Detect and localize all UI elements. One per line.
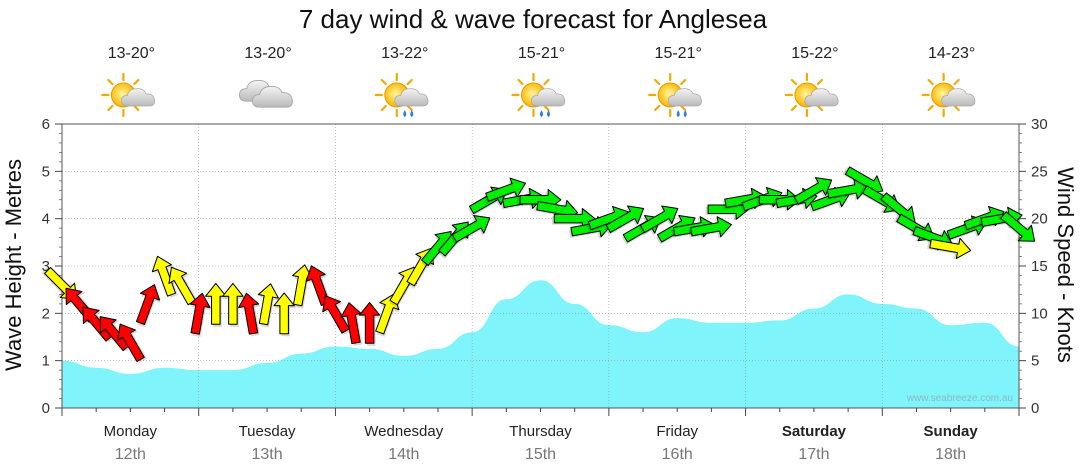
wind-arrow: [792, 177, 833, 207]
x-axis-labels: Monday 12th Tuesday 13th Wednesday 14th Thursd…: [104, 423, 979, 463]
wind-arrow: [117, 323, 147, 363]
sun-cloud-rain-icon: [511, 72, 566, 118]
wind-arrow-body: [151, 255, 177, 297]
weather-row: 13-20° 13-20° 13-22° 15-21° 15-21° 15-22° 14-2…: [101, 45, 976, 118]
wind-arrow-body: [257, 283, 279, 326]
wind-arrow-body: [222, 282, 244, 325]
wind-arrow: [257, 283, 280, 328]
wind-arrow: [189, 292, 212, 337]
temperature-range: 13-20°: [108, 45, 155, 62]
date-label: 18th: [935, 446, 966, 463]
wind-arrow-body: [639, 205, 679, 234]
wave-height-area: [62, 280, 1019, 408]
left-tick-label: 5: [42, 163, 50, 180]
wind-arrow: [375, 293, 400, 337]
wind-arrow: [927, 237, 972, 260]
right-tick-label: 10: [1031, 305, 1048, 322]
date-label: 15th: [525, 446, 556, 463]
wind-arrow-body: [99, 316, 131, 352]
wind-arrow-body: [117, 323, 145, 363]
left-tick-label: 2: [42, 305, 50, 322]
rain-drops: [676, 110, 687, 117]
wind-arrow-body: [273, 292, 295, 335]
axes: 0 1 2 3 4 5 6 0 5 10 15 20 25 30: [42, 116, 1048, 417]
date-label: 13th: [252, 446, 283, 463]
wind-arrow-body: [451, 214, 491, 243]
day-label: Tuesday: [239, 423, 296, 440]
wind-arrow: [638, 205, 679, 236]
wind-arrow-body: [929, 237, 972, 259]
date-label: 14th: [388, 446, 419, 463]
wind-arrow-body: [826, 178, 869, 200]
date-label: 16th: [662, 446, 693, 463]
wind-arrow: [99, 316, 133, 352]
wind-arrow-body: [793, 177, 833, 205]
wind-arrow: [151, 255, 178, 298]
temperature-range: 13-22°: [381, 45, 428, 62]
wind-arrow: [688, 216, 732, 239]
left-tick-label: 3: [42, 258, 50, 275]
sun-cloud-icon: [101, 72, 156, 118]
wind-arrow-body: [690, 216, 732, 238]
wind-arrow-body: [375, 293, 400, 335]
temperature-range: 15-22°: [791, 45, 838, 62]
right-tick-label: 30: [1031, 116, 1048, 133]
wind-arrow-body: [238, 292, 260, 335]
rain-drops: [540, 110, 550, 117]
chart-title: 7 day wind & wave forecast for Anglesea: [299, 4, 768, 34]
wind-arrow-body: [605, 205, 645, 234]
wind-arrow-body: [135, 284, 161, 325]
sun-cloud-icon: [784, 72, 839, 118]
day-label: Thursday: [509, 423, 572, 440]
wind-arrow-body: [82, 306, 114, 342]
wind-arrow-body: [189, 292, 211, 335]
left-axis-title: Wave Height - Metres: [1, 159, 26, 371]
wind-arrow: [273, 292, 297, 337]
date-label: 17th: [798, 446, 829, 463]
left-tick-label: 0: [42, 400, 50, 417]
temperature-range: 15-21°: [655, 45, 702, 62]
right-tick-label: 5: [1031, 353, 1039, 370]
wind-arrows: [41, 166, 1036, 363]
right-tick-label: 0: [1031, 400, 1039, 417]
left-tick-label: 1: [42, 353, 50, 370]
date-label: 12th: [115, 446, 146, 463]
temperature-range: 15-21°: [518, 45, 565, 62]
left-tick-label: 4: [42, 211, 50, 228]
day-label: Sunday: [924, 423, 979, 440]
wind-arrow: [358, 301, 382, 346]
cloud-icon: [239, 79, 293, 108]
wind-arrow: [604, 205, 645, 236]
right-tick-label: 15: [1031, 258, 1048, 275]
rain-drops: [403, 110, 414, 117]
wind-arrow: [238, 292, 261, 337]
sun-cloud-icon: [921, 72, 976, 118]
wind-arrow: [322, 295, 353, 335]
wind-arrow: [997, 211, 1036, 242]
wind-arrow-body: [205, 282, 227, 325]
wind-arrow: [222, 282, 245, 327]
day-label: Monday: [104, 423, 158, 440]
wind-arrow: [825, 178, 869, 202]
temperature-range: 14-23°: [928, 45, 975, 62]
right-tick-label: 20: [1031, 211, 1048, 228]
sun-cloud-rain-icon: [374, 72, 429, 118]
sun-cloud-rain-icon: [648, 72, 702, 118]
day-label: Saturday: [782, 423, 847, 440]
day-label: Friday: [656, 423, 698, 440]
wind-arrow: [450, 214, 491, 245]
watermark: www.seabreeze.com.au: [906, 393, 1013, 404]
day-label: Wednesday: [364, 423, 443, 440]
wind-arrow-body: [1000, 211, 1036, 242]
wave-area: [62, 280, 1019, 408]
temperature-range: 13-20°: [244, 45, 291, 62]
left-tick-label: 6: [42, 116, 50, 133]
wind-arrow-body: [322, 295, 350, 334]
right-axis-title: Wind Speed - Knots: [1053, 167, 1078, 363]
right-tick-label: 25: [1031, 163, 1048, 180]
wind-arrow: [135, 284, 161, 328]
wind-arrow-body: [358, 301, 381, 344]
